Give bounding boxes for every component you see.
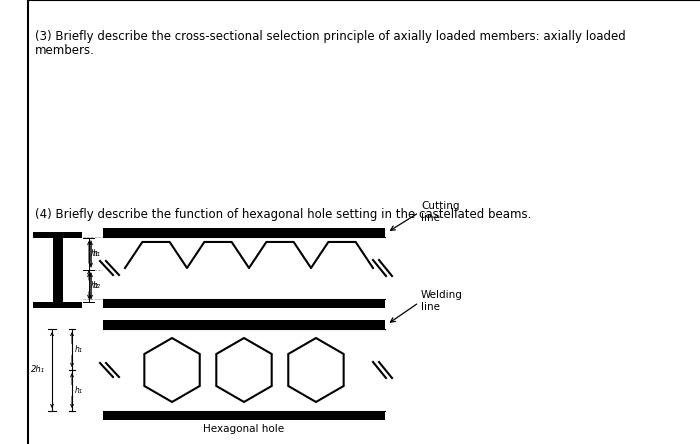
Text: h₁: h₁ (91, 250, 99, 258)
Text: Welding: Welding (421, 290, 463, 301)
Bar (103, 329, 385, 411)
Polygon shape (144, 338, 199, 402)
Bar (52, 238, 62, 302)
Text: (3) Briefly describe the cross-sectional selection principle of axially loaded m: (3) Briefly describe the cross-sectional… (35, 30, 626, 43)
Text: (4) Briefly describe the function of hexagonal hole setting in the castellated b: (4) Briefly describe the function of hex… (35, 208, 531, 221)
Bar (33, 232, 82, 238)
Text: h₁: h₁ (75, 345, 83, 354)
Text: h₁: h₁ (93, 250, 101, 258)
Text: line: line (421, 302, 440, 313)
Text: line: line (421, 213, 440, 222)
Bar (33, 302, 82, 308)
Text: Hexagonal hole: Hexagonal hole (204, 424, 285, 434)
Bar (103, 228, 385, 237)
Text: members.: members. (35, 44, 95, 57)
Text: h₂: h₂ (93, 281, 101, 290)
Bar (103, 411, 385, 420)
Text: h₂: h₂ (91, 281, 99, 290)
Text: Cutting: Cutting (421, 201, 459, 210)
Bar (103, 299, 385, 308)
Polygon shape (216, 338, 272, 402)
Bar (103, 320, 385, 329)
Text: 2h₁: 2h₁ (31, 365, 45, 374)
Polygon shape (288, 338, 344, 402)
Bar (103, 237, 385, 299)
Text: h₁: h₁ (75, 386, 83, 395)
